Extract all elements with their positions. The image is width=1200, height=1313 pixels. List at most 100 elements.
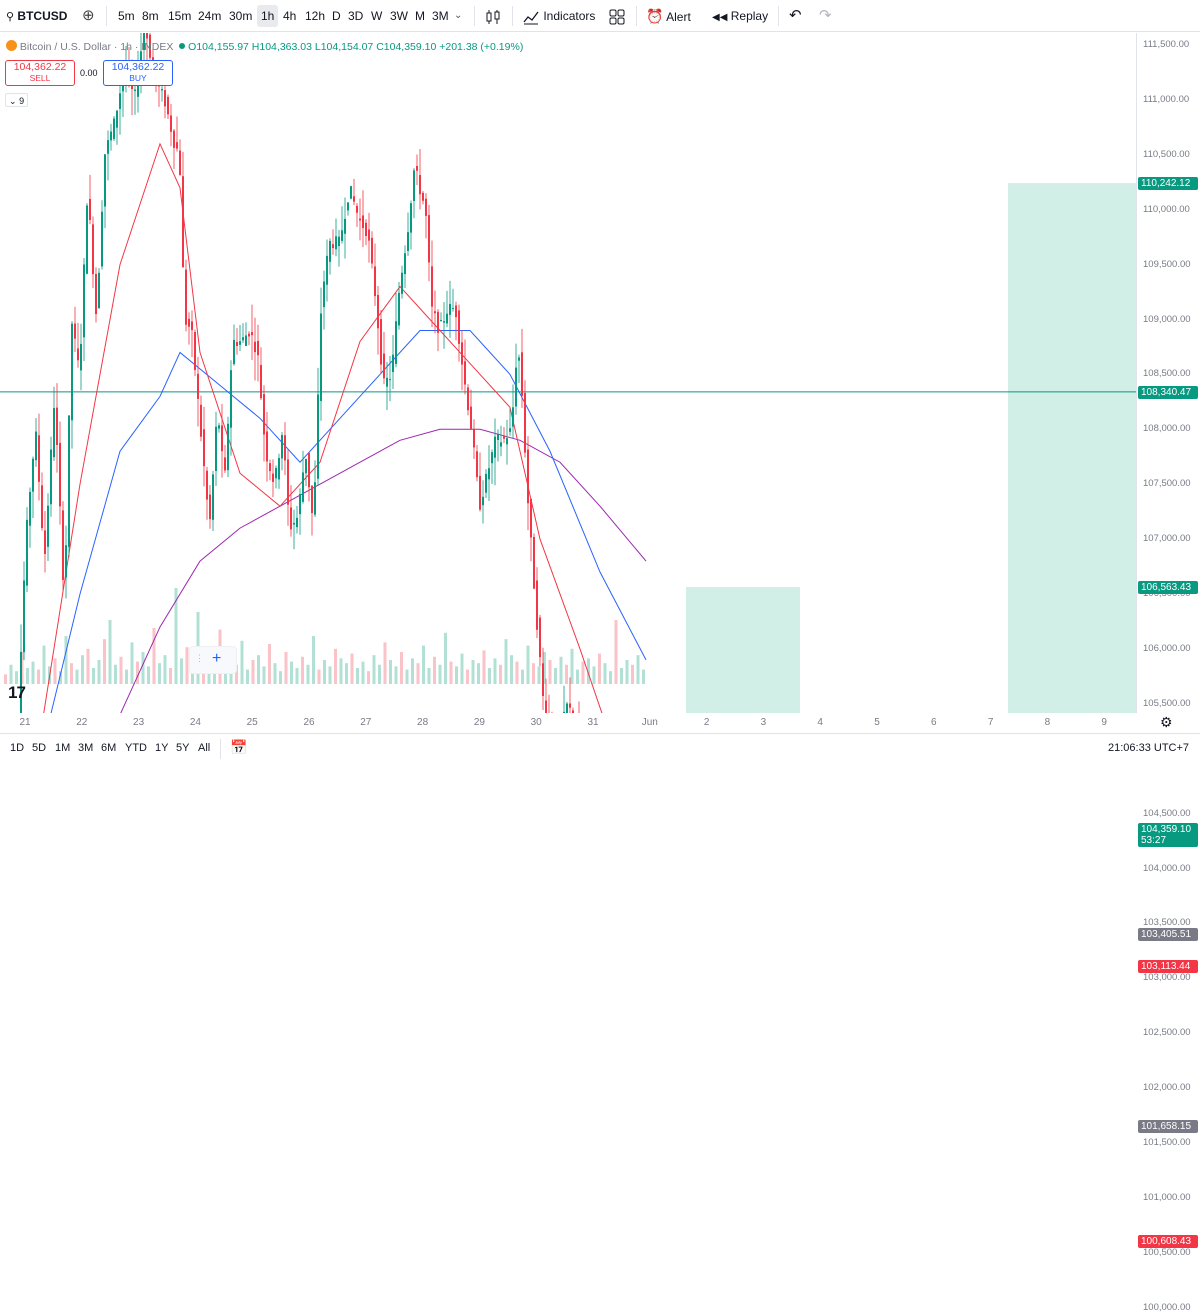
settings-gear-icon[interactable]: ⚙ [1160,714,1173,730]
redo-icon[interactable]: ↷ [819,7,832,24]
volume-bar [37,669,40,684]
volume-bar [174,588,178,684]
clock-time[interactable]: 21:06:33 UTC+7 [1108,742,1190,754]
replay-label: Replay [730,9,769,23]
volume-bar [328,666,332,684]
alert-button[interactable]: ⏰ Alert [646,5,691,27]
candle-body [437,311,439,333]
range-1m[interactable]: 1M [55,742,71,754]
price-axis-label: 109,000.00 [1143,313,1191,325]
candle-body [539,617,541,658]
range-5y[interactable]: 5Y [176,742,190,754]
range-all[interactable]: All [198,742,211,754]
volume-bar [548,660,552,684]
candle-body [38,435,40,482]
buy-button[interactable]: 104,362.22 BUY [103,60,173,86]
interval-3d[interactable]: 3D [348,9,364,23]
price-axis[interactable]: 111,500.00 111,000.00 110,500.00 110,000.00… [1136,33,1200,1313]
range-6m[interactable]: 6M [101,742,117,754]
range-1d[interactable]: 1D [10,742,25,754]
price-chart[interactable] [0,33,1136,713]
volume-bar [367,671,370,684]
drag-handle-icon[interactable]: ⋮ [195,653,204,663]
interval-w[interactable]: W [371,9,383,23]
interval-24m[interactable]: 24m [198,9,222,23]
indicators-button[interactable]: Indicators [522,5,595,27]
candle-body [335,236,337,250]
candle-body [194,331,196,371]
volume-bar [103,639,106,684]
candle-body [497,434,499,441]
time-axis-label: 21 [19,717,31,728]
price-axis-label: 102,500.00 [1143,1027,1191,1039]
interval-1h[interactable]: 1h [257,5,279,27]
interval-8m[interactable]: 8m [142,9,159,23]
chart-pane[interactable]: Bitcoin / U.S. Dollar · 1h · INDEX O104,… [0,33,1136,713]
replay-button[interactable]: ◀◀ Replay [712,5,768,27]
volume-bar [642,669,645,684]
candle-body [527,449,529,504]
price-axis-label: 111,500.00 [1143,39,1190,50]
candle-body [308,453,310,488]
candle-body [287,459,289,505]
interval-12h[interactable]: 12h [305,9,326,23]
interval-5m[interactable]: 5m [118,9,135,23]
volume-bar [125,669,128,684]
candle-body [65,545,67,578]
interval-3m[interactable]: 3M [432,9,449,23]
candle-body [35,431,37,461]
volume-bar [394,666,398,684]
candle-body [512,407,514,427]
interval-d[interactable]: D [332,9,341,23]
interval-m[interactable]: M [415,9,425,23]
time-axis-label: 7 [987,717,994,728]
candle-body [563,711,565,713]
time-axis-label: 27 [360,717,372,728]
volume-bar [240,640,244,684]
time-axis-label: 4 [817,717,823,728]
indicators-toggle[interactable]: ⌄ 9 [5,93,29,107]
calendar-range-icon[interactable]: 📅 [230,739,248,755]
chart-type-button[interactable] [484,5,502,27]
volume-bar [301,656,304,684]
drawing-cursor-widget[interactable]: ⋮ + [189,646,237,674]
range-ytd[interactable]: YTD [125,742,147,754]
range-5d[interactable]: 5D [32,742,47,754]
undo-icon[interactable]: ↶ [789,7,802,24]
sell-button[interactable]: 104,362.22 SELL [5,60,75,86]
candle-body [533,536,535,589]
chevron-down-icon[interactable]: ⌄ [454,10,463,21]
range-3m[interactable]: 3M [78,742,94,754]
candle-body [20,651,22,713]
candle-body [509,428,511,432]
interval-3w[interactable]: 3W [390,9,408,23]
candle-body [491,452,493,464]
candle-body [32,458,34,492]
candle-body [305,458,307,474]
volume-bar [191,664,194,684]
compare-symbol-icon[interactable]: ⊕ [82,7,95,24]
time-axis-label: 8 [1044,717,1051,728]
interval-4h[interactable]: 4h [283,9,297,23]
time-axis-label: 5 [874,717,880,728]
range-1y[interactable]: 1Y [155,742,169,754]
candle-body [92,224,94,275]
candle-body [530,498,532,538]
candle-body [266,431,268,462]
volume-bar [312,636,315,684]
symbol-label: BTCUSD [17,9,68,23]
layouts-button[interactable] [608,5,626,27]
interval-15m[interactable]: 15m [168,9,192,23]
volume-bar [636,655,640,684]
candle-body [299,494,301,515]
symbol-search[interactable]: ⚲ BTCUSD [6,5,67,27]
time-axis[interactable]: ⚙ 21 22 23 24 25 26 27 28 29 30 31 Jun 2 3 4 5 6 7 8 9 [0,713,1200,733]
candle-body [344,218,346,234]
candle-body [89,198,91,220]
candle-body [455,305,457,318]
volume-bar [405,669,409,684]
volume-bar [108,620,112,684]
candle-body [458,310,460,344]
interval-30m[interactable]: 30m [229,9,253,23]
volume-bar [592,666,596,684]
